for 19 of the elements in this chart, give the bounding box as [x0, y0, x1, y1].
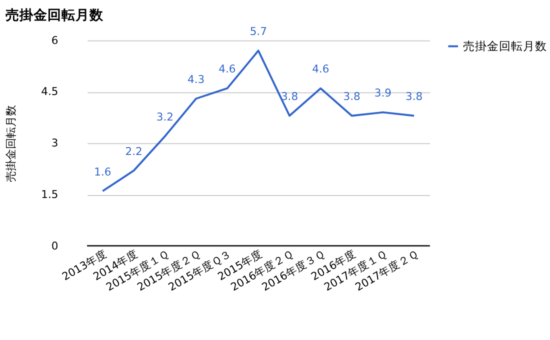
data-label: 1.6	[94, 165, 112, 178]
data-label: 5.7	[250, 25, 267, 38]
data-label: 4.3	[188, 72, 205, 86]
chart-title: 売掛金回転月数	[5, 7, 104, 24]
y-tick-label: 0	[51, 239, 58, 252]
data-label: 3.8	[280, 90, 298, 104]
legend-label: 売掛金回転月数	[462, 39, 547, 54]
data-label: 4.6	[312, 62, 330, 76]
y-tick-label: 4.5	[41, 85, 58, 98]
data-label: 3.2	[156, 110, 174, 124]
y-tick-label: 6	[51, 34, 58, 47]
data-label: 3.8	[406, 90, 423, 104]
data-label: 3.8	[343, 90, 360, 104]
data-label: 2.2	[125, 144, 142, 158]
y-tick-label: 1.5	[41, 188, 58, 201]
y-axis-title: 売掛金回転月数	[4, 105, 18, 182]
y-tick-label: 3	[51, 136, 58, 150]
data-label: 4.6	[218, 62, 236, 76]
data-label: 3.9	[374, 86, 392, 100]
